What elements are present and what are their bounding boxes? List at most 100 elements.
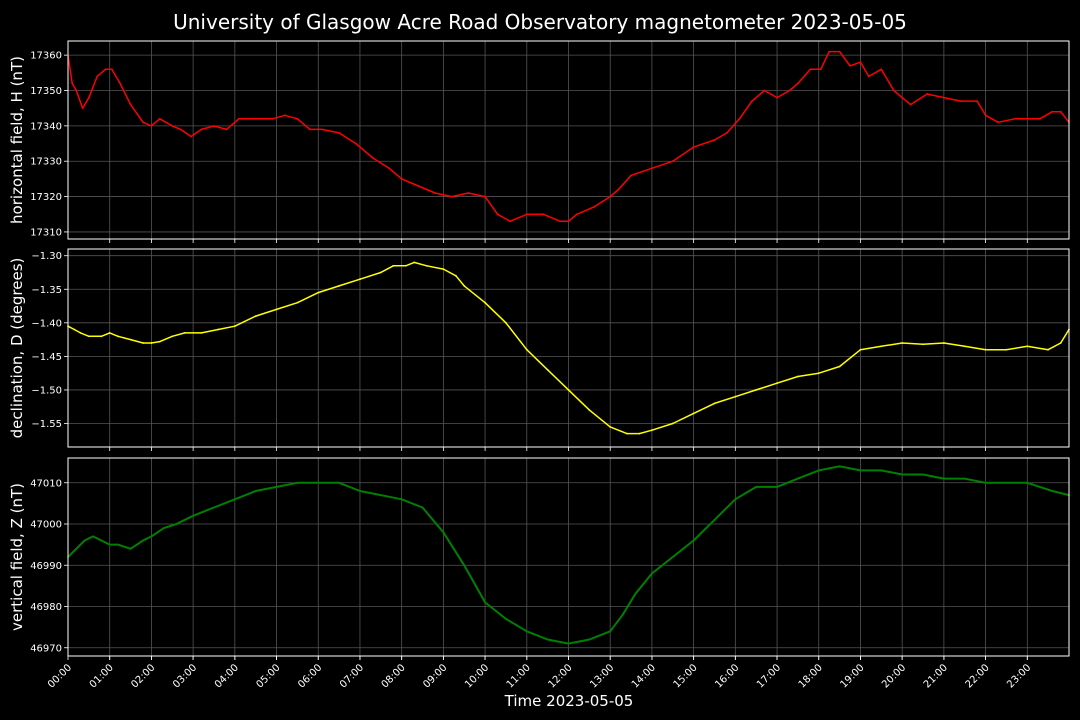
data-point	[575, 213, 578, 216]
data-point	[809, 68, 812, 71]
data-point	[496, 213, 499, 216]
data-point	[880, 469, 883, 472]
data-point	[392, 264, 395, 267]
data-point	[776, 486, 778, 488]
data-point	[588, 409, 591, 411]
data-point	[100, 335, 103, 338]
data-point	[542, 213, 545, 216]
data-point	[129, 547, 132, 550]
data-point	[379, 271, 382, 274]
data-point	[158, 117, 161, 120]
data-point	[284, 114, 286, 117]
data-point	[254, 490, 257, 492]
data-point	[838, 465, 841, 468]
data-point	[150, 342, 153, 344]
h-field-axes-frame	[67, 40, 1070, 240]
data-point	[621, 613, 624, 616]
data-point	[117, 335, 119, 338]
data-point	[79, 332, 82, 334]
data-point	[129, 338, 132, 341]
panels: 17310 17320 17330 17340 17350 17360 horizontal…	[8, 40, 1070, 660]
data-point	[75, 547, 78, 550]
y-tick-label: −1.35	[31, 285, 62, 296]
data-point	[763, 89, 766, 92]
data-point	[359, 490, 361, 492]
data-point	[671, 422, 674, 425]
data-point	[943, 342, 945, 344]
data-point	[626, 432, 628, 435]
data-point	[108, 543, 111, 546]
data-point	[171, 335, 174, 338]
data-point	[609, 630, 612, 633]
data-point	[213, 125, 215, 127]
data-point	[338, 285, 340, 287]
data-point	[108, 332, 111, 334]
data-point	[849, 64, 851, 67]
data-point	[901, 473, 904, 476]
data-point	[150, 125, 153, 127]
data-point	[859, 469, 862, 472]
data-point	[505, 618, 507, 620]
data-point	[81, 107, 84, 110]
declination-y-axis-label: declination, D (degrees)	[8, 258, 26, 439]
declination-panel: −1.55 −1.50 −1.45 −1.40 −1.35 −1.30 declinatio…	[8, 248, 1070, 451]
data-point	[83, 539, 86, 542]
data-point	[96, 75, 99, 78]
data-point	[75, 89, 78, 92]
data-point	[797, 82, 799, 85]
data-point	[1051, 490, 1054, 492]
data-point	[388, 167, 391, 170]
data-point	[525, 213, 528, 216]
data-point	[463, 564, 466, 567]
data-point	[413, 261, 416, 264]
data-point	[567, 220, 570, 223]
data-point	[567, 389, 570, 391]
data-point	[354, 142, 357, 145]
data-point	[442, 531, 445, 534]
data-point	[142, 539, 145, 542]
figure-title: University of Glasgow Acre Road Observat…	[173, 10, 907, 34]
data-point	[417, 185, 420, 187]
z-field-panel: 46970 46980 46990 47000 47010 vertical field,…	[8, 457, 1070, 660]
data-point	[484, 195, 486, 198]
y-tick-label: 17360	[30, 51, 62, 62]
data-point	[296, 481, 299, 484]
data-point	[142, 342, 145, 344]
data-point	[671, 556, 674, 558]
data-point	[738, 117, 741, 120]
data-point	[317, 481, 320, 484]
data-point	[1059, 342, 1062, 344]
data-point	[546, 638, 549, 641]
data-point	[984, 348, 987, 351]
data-point	[880, 68, 883, 71]
data-point	[225, 128, 228, 131]
y-tick-label: 46970	[30, 643, 62, 654]
data-point	[776, 382, 778, 385]
data-point	[179, 128, 182, 131]
data-point	[450, 195, 453, 198]
data-point	[1026, 481, 1029, 484]
y-tick-label: 17340	[30, 121, 62, 132]
y-tick-label: −1.40	[31, 318, 62, 329]
data-point	[463, 285, 466, 287]
data-point	[1026, 345, 1029, 348]
data-point	[200, 128, 203, 131]
data-point	[1013, 117, 1016, 120]
data-point	[817, 469, 820, 472]
data-point	[484, 601, 486, 604]
data-point	[592, 206, 595, 209]
y-tick-label: 47010	[30, 478, 62, 489]
data-point	[217, 328, 220, 331]
data-point	[734, 498, 737, 501]
data-point	[751, 100, 753, 102]
data-point	[271, 117, 274, 120]
data-point	[338, 132, 340, 134]
data-point	[525, 630, 528, 633]
data-point	[546, 368, 549, 371]
data-point	[254, 117, 257, 120]
data-point	[797, 375, 799, 378]
h-field-panel: 17310 17320 17330 17340 17350 17360 horizontal…	[8, 40, 1070, 243]
data-point	[505, 321, 507, 324]
data-point	[129, 103, 132, 106]
